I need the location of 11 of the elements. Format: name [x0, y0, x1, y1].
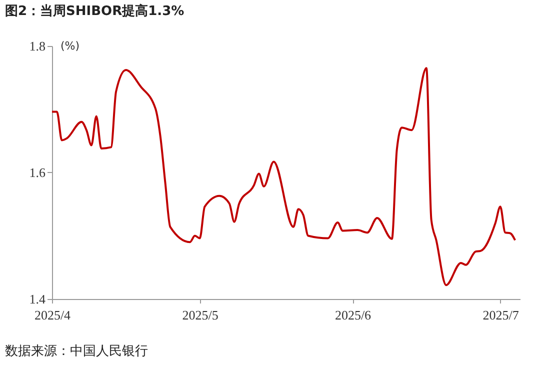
x-tick-label: 2025/5 — [182, 308, 218, 322]
source-note: 数据来源：中国人民银行 — [5, 344, 148, 359]
x-tick-label: 2025/4 — [34, 308, 72, 322]
y-tick-label: 1.8 — [29, 38, 46, 54]
chart-title: 图2：当周SHIBOR提高1.3% — [5, 3, 184, 19]
line-series — [51, 67, 516, 286]
y-tick-label: 1.6 — [29, 165, 46, 180]
x-tick-label: 2025/6 — [334, 308, 372, 322]
y-tick-label: 1.4 — [29, 292, 46, 306]
y-axis-title: (%) — [60, 40, 80, 52]
x-tick-label: 2025/7 — [482, 308, 520, 322]
